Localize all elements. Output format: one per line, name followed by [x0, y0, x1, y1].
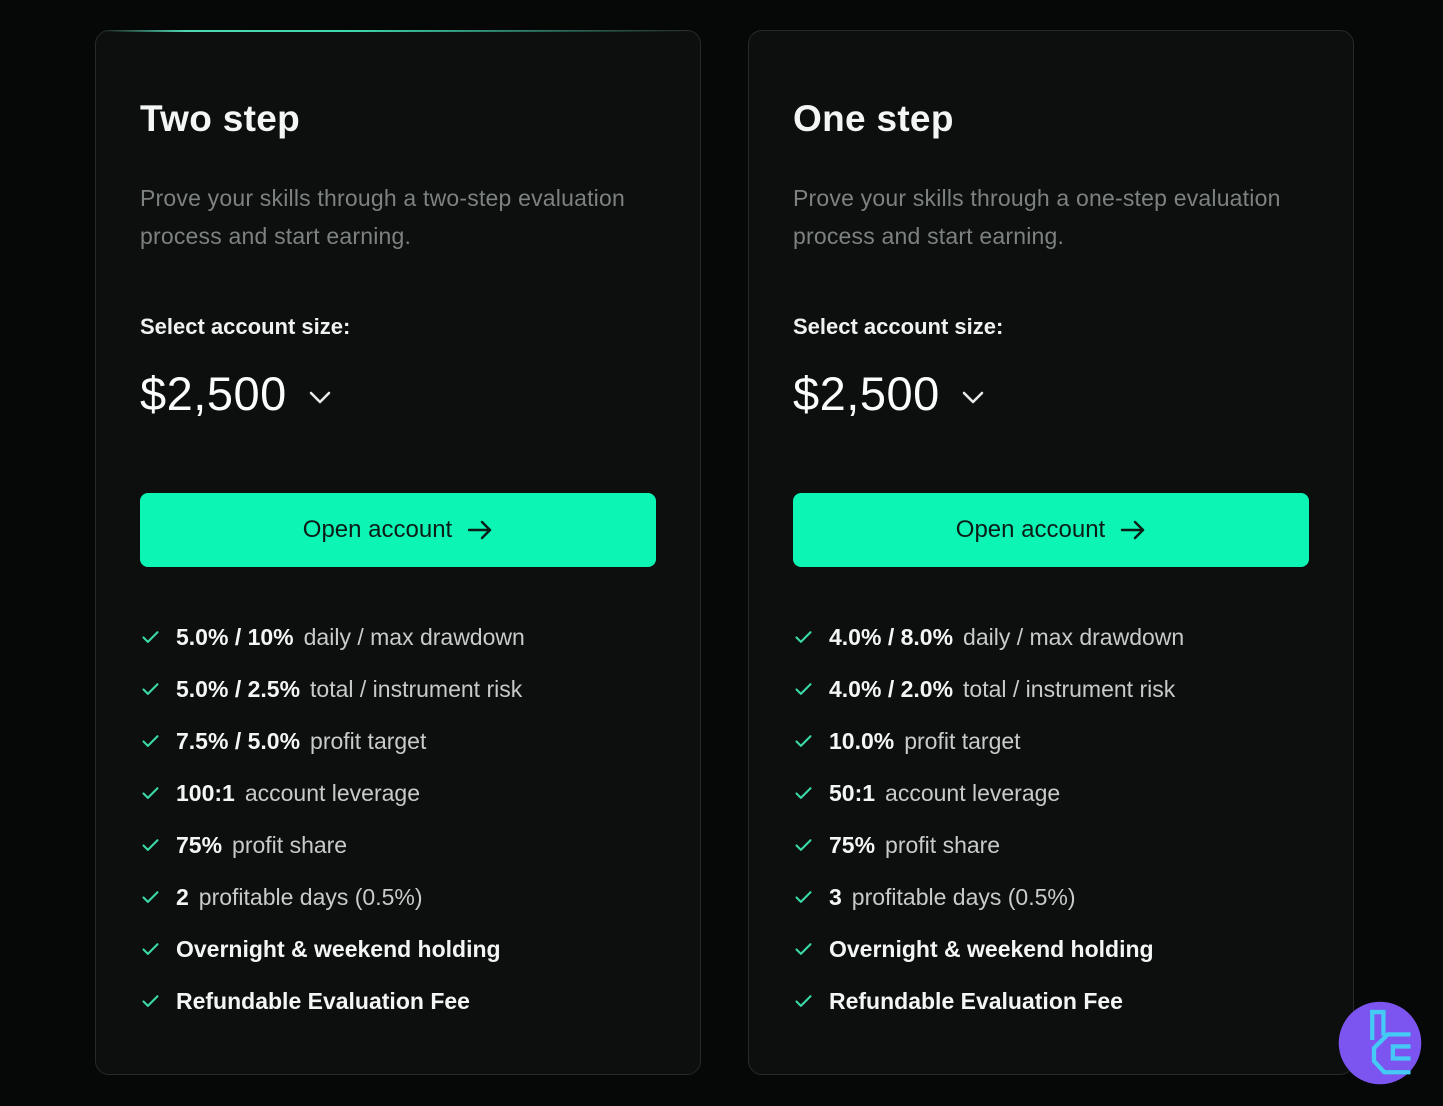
check-icon: [795, 786, 812, 799]
check-icon: [142, 942, 159, 955]
open-account-label: Open account: [955, 516, 1106, 543]
check-icon: [142, 682, 159, 695]
brand-logo-icon: [1338, 1001, 1422, 1085]
feature-row: 10.0% profit target: [793, 715, 1309, 767]
feature-row: 3 profitable days (0.5%): [793, 871, 1309, 923]
feature-list: 5.0% / 10% daily / max drawdown 5.0% / 2…: [140, 611, 656, 1027]
feature-row: 100:1 account leverage: [140, 767, 656, 819]
feature-row: Overnight & weekend holding: [140, 923, 656, 975]
feature-row: 75% profit share: [140, 819, 656, 871]
card-description: Prove your skills through a two-step eva…: [140, 185, 625, 249]
check-icon: [795, 942, 812, 955]
check-icon: [142, 630, 159, 643]
card-title: One step: [793, 98, 954, 139]
arrow-right-icon: [468, 520, 492, 540]
check-icon: [795, 682, 812, 695]
feature-row: Refundable Evaluation Fee: [140, 975, 656, 1027]
check-icon: [795, 734, 812, 747]
chevron-down-icon: [309, 391, 331, 404]
brand-logo[interactable]: [1337, 1000, 1423, 1086]
open-account-button[interactable]: Open account: [793, 493, 1309, 567]
check-icon: [142, 734, 159, 747]
check-icon: [142, 994, 159, 1007]
feature-row: 5.0% / 10% daily / max drawdown: [140, 611, 656, 663]
card-description: Prove your skills through a one-step eva…: [793, 185, 1281, 249]
check-icon: [142, 838, 159, 851]
two-step-card: Two step Prove your skills through a two…: [95, 30, 701, 1075]
feature-row: 4.0% / 8.0% daily / max drawdown: [793, 611, 1309, 663]
chevron-down-icon: [962, 391, 984, 404]
open-account-button[interactable]: Open account: [140, 493, 656, 567]
account-size-select[interactable]: $2,500: [140, 366, 331, 421]
feature-list: 4.0% / 8.0% daily / max drawdown 4.0% / …: [793, 611, 1309, 1027]
card-title: Two step: [140, 98, 300, 139]
account-size-value: $2,500: [793, 367, 940, 420]
account-size-select[interactable]: $2,500: [793, 366, 984, 421]
select-account-size-label: Select account size:: [793, 314, 1004, 339]
one-step-card: One step Prove your skills through a one…: [748, 30, 1354, 1075]
feature-row: 4.0% / 2.0% total / instrument risk: [793, 663, 1309, 715]
arrow-right-icon: [1121, 520, 1145, 540]
check-icon: [142, 786, 159, 799]
account-size-value: $2,500: [140, 367, 287, 420]
feature-row: 75% profit share: [793, 819, 1309, 871]
check-icon: [795, 630, 812, 643]
feature-row: 7.5% / 5.0% profit target: [140, 715, 656, 767]
check-icon: [142, 890, 159, 903]
select-account-size-label: Select account size:: [140, 314, 351, 339]
check-icon: [795, 838, 812, 851]
feature-row: Overnight & weekend holding: [793, 923, 1309, 975]
pricing-cards: Two step Prove your skills through a two…: [95, 30, 1354, 1075]
feature-row: 2 profitable days (0.5%): [140, 871, 656, 923]
feature-row: 50:1 account leverage: [793, 767, 1309, 819]
feature-row: Refundable Evaluation Fee: [793, 975, 1309, 1027]
check-icon: [795, 890, 812, 903]
feature-row: 5.0% / 2.5% total / instrument risk: [140, 663, 656, 715]
check-icon: [795, 994, 812, 1007]
open-account-label: Open account: [302, 516, 453, 543]
